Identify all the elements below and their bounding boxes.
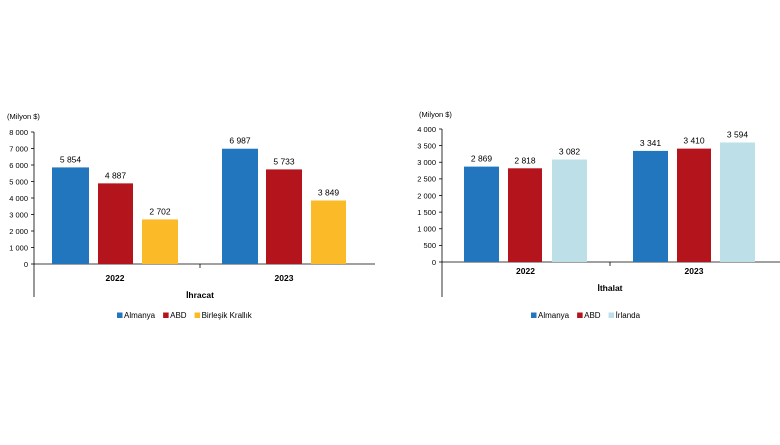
chart1-y-tick-label: 8 000 xyxy=(9,128,28,137)
chart2-data-label: 3 410 xyxy=(683,136,705,146)
chart2-y-tick-label: 3 000 xyxy=(417,158,436,167)
chart1-legend-entry: ABD xyxy=(170,311,187,320)
chart1-data-label: 5 733 xyxy=(273,156,295,166)
chart1-legend-swatch xyxy=(117,312,123,318)
chart2-y-tick-label: 500 xyxy=(423,241,436,250)
chart1-legend-entry: Almanya xyxy=(124,311,156,320)
chart2-legend-entry: Almanya xyxy=(538,311,570,320)
chart1-bar xyxy=(266,169,302,264)
chart1-y-tick-label: 5 000 xyxy=(9,177,28,186)
chart1-category-label: 2023 xyxy=(275,273,294,283)
chart2-legend-swatch xyxy=(608,312,615,318)
chart2-category-label: 2022 xyxy=(516,266,535,276)
chart1-bar xyxy=(311,200,346,264)
chart1-y-tick-label: 3 000 xyxy=(9,210,28,219)
chart2-legend-swatch xyxy=(577,312,583,318)
chart2-data-label: 2 869 xyxy=(471,154,493,164)
chart2-y-tick-label: 2 500 xyxy=(417,175,436,184)
chart1-bar xyxy=(98,183,133,264)
chart2-unit-label: (Milyon $) xyxy=(419,110,452,119)
chart1-bar xyxy=(52,167,89,264)
chart1-data-label: 4 887 xyxy=(105,170,127,180)
chart1-data-label: 2 702 xyxy=(149,206,171,216)
chart2-y-tick-label: 4 000 xyxy=(417,125,436,134)
chart1-legend-swatch xyxy=(163,312,169,318)
chart2-x-axis-title: İthalat xyxy=(597,283,622,293)
chart2-data-label: 3 082 xyxy=(559,147,581,157)
chart2-y-tick-label: 1 500 xyxy=(417,208,436,217)
chart2-bar xyxy=(508,168,542,262)
chart1-legend-swatch xyxy=(194,312,201,318)
chart1-y-tick-label: 4 000 xyxy=(9,194,28,203)
chart1-x-axis-title: İhracat xyxy=(186,290,214,300)
chart2-data-label: 2 818 xyxy=(514,155,536,165)
chart1-category-label: 2022 xyxy=(106,273,125,283)
chart1-unit-label: (Milyon $) xyxy=(7,112,40,121)
chart1-legend-entry: Birleşik Krallık xyxy=(202,311,253,320)
chart1-data-label: 3 849 xyxy=(318,187,340,197)
chart2-bar xyxy=(464,166,499,262)
chart2-y-tick-label: 3 500 xyxy=(417,141,436,150)
chart1-y-tick-label: 2 000 xyxy=(9,227,28,236)
chart2-data-label: 3 594 xyxy=(727,129,749,139)
chart2-y-tick-label: 0 xyxy=(432,258,436,267)
chart1-bar xyxy=(142,219,178,264)
chart2-data-label: 3 341 xyxy=(640,138,662,148)
chart2-bar xyxy=(552,159,587,262)
chart2-bar xyxy=(677,148,711,262)
chart2-y-tick-label: 2 000 xyxy=(417,191,436,200)
chart2-legend-swatch xyxy=(531,312,537,318)
chart1-y-tick-label: 6 000 xyxy=(9,161,28,170)
chart2-bar xyxy=(720,142,755,262)
chart2-y-tick-label: 1 000 xyxy=(417,225,436,234)
chart1-bar xyxy=(222,148,258,264)
chart2-category-label: 2023 xyxy=(685,266,704,276)
chart2-bar xyxy=(633,150,668,262)
chart2-legend-entry: İrlanda xyxy=(616,311,641,320)
chart1-y-tick-label: 0 xyxy=(24,260,28,269)
chart1-y-tick-label: 7 000 xyxy=(9,144,28,153)
chart1-y-tick-label: 1 000 xyxy=(9,243,28,252)
chart1-data-label: 6 987 xyxy=(229,136,251,146)
chart1-data-label: 5 854 xyxy=(60,154,82,164)
chart2-legend-entry: ABD xyxy=(584,311,601,320)
